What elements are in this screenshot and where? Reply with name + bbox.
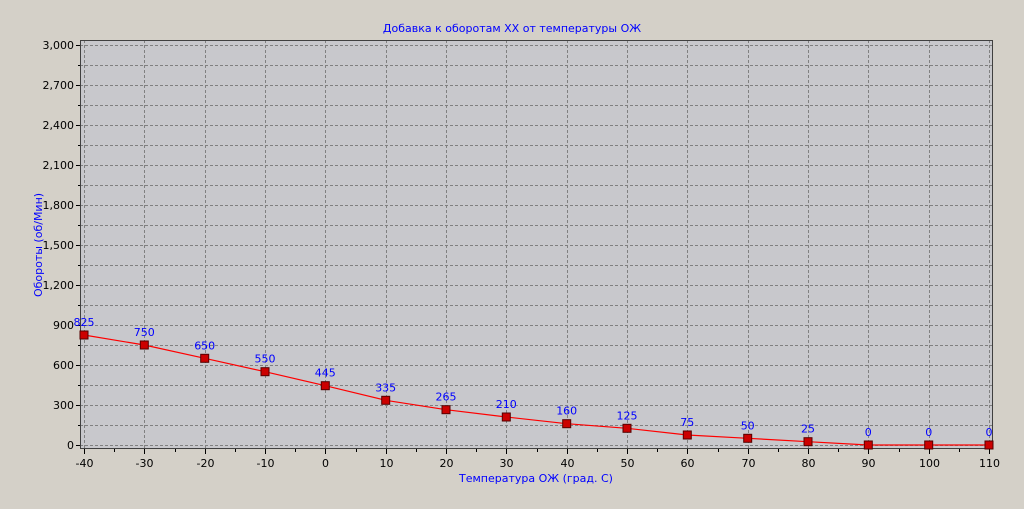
y-tick-label: 1,800 [43, 199, 75, 212]
y-tick-label: 900 [53, 319, 74, 332]
data-label: 335 [375, 381, 396, 394]
data-point [79, 330, 89, 340]
data-label: 25 [801, 423, 815, 436]
data-point [924, 440, 934, 450]
data-point [200, 353, 210, 363]
data-point [743, 433, 753, 443]
y-tick-label: 2,400 [43, 119, 75, 132]
y-tick-label: 600 [53, 359, 74, 372]
data-point [501, 412, 511, 422]
data-label: 50 [741, 419, 755, 432]
x-axis-label: Температура ОЖ (град. С) [458, 472, 613, 485]
data-point [803, 437, 813, 447]
x-tick-label: -40 [76, 457, 94, 470]
x-tick-label: 50 [621, 457, 635, 470]
data-point [682, 430, 692, 440]
data-label: 550 [255, 353, 276, 366]
data-label: 125 [617, 409, 638, 422]
plot-frame [80, 40, 993, 449]
chart-title: Добавка к оборотам ХХ от температуры ОЖ [383, 22, 641, 35]
x-tick-label: 100 [919, 457, 940, 470]
x-tick-label: 40 [561, 457, 575, 470]
data-label: 750 [134, 326, 155, 339]
y-tick-label: 1,200 [43, 279, 75, 292]
y-axis-label: Обороты (об/Мин) [32, 193, 45, 297]
x-tick-label: 80 [802, 457, 816, 470]
data-label: 75 [680, 416, 694, 429]
x-tick-label: 0 [322, 457, 329, 470]
y-tick-label: 0 [67, 439, 74, 452]
data-point [441, 405, 451, 415]
x-tick-label: -30 [136, 457, 154, 470]
data-point [984, 440, 994, 450]
data-label: 265 [436, 391, 457, 404]
x-tick-label: -10 [257, 457, 275, 470]
x-tick-label: 10 [380, 457, 394, 470]
data-point [562, 419, 572, 429]
series-line [83, 334, 989, 446]
plot-area [80, 40, 993, 449]
x-tick-label: 30 [500, 457, 514, 470]
y-tick-label: 3,000 [43, 39, 75, 52]
data-label: 0 [865, 426, 872, 439]
data-label: 825 [74, 316, 95, 329]
axes-layer: 03006009001,2001,5001,8002,1002,4002,700… [43, 39, 1001, 470]
y-tick-label: 2,700 [43, 79, 75, 92]
x-tick-label: 70 [742, 457, 756, 470]
x-tick-label: 90 [862, 457, 876, 470]
data-point [381, 395, 391, 405]
data-point [622, 423, 632, 433]
series-layer: 825 750 650 550 445 335 265 210 160 125 75 50 25 0 0 0 [74, 316, 994, 450]
data-point [863, 440, 873, 450]
x-tick-label: 110 [979, 457, 1000, 470]
data-point [139, 340, 149, 350]
data-label: 0 [925, 426, 932, 439]
data-label: 0 [986, 426, 993, 439]
x-tick-label: -20 [197, 457, 215, 470]
y-tick-label: 300 [53, 399, 74, 412]
data-point [260, 367, 270, 377]
y-tick-label: 2,100 [43, 159, 75, 172]
data-label: 210 [496, 398, 517, 411]
data-label: 160 [556, 405, 577, 418]
x-tick-label: 20 [440, 457, 454, 470]
data-label: 445 [315, 367, 336, 380]
data-point [320, 381, 330, 391]
grid-layer [80, 40, 993, 449]
data-label: 650 [194, 339, 215, 352]
y-tick-label: 1,500 [43, 239, 75, 252]
x-tick-label: 60 [681, 457, 695, 470]
